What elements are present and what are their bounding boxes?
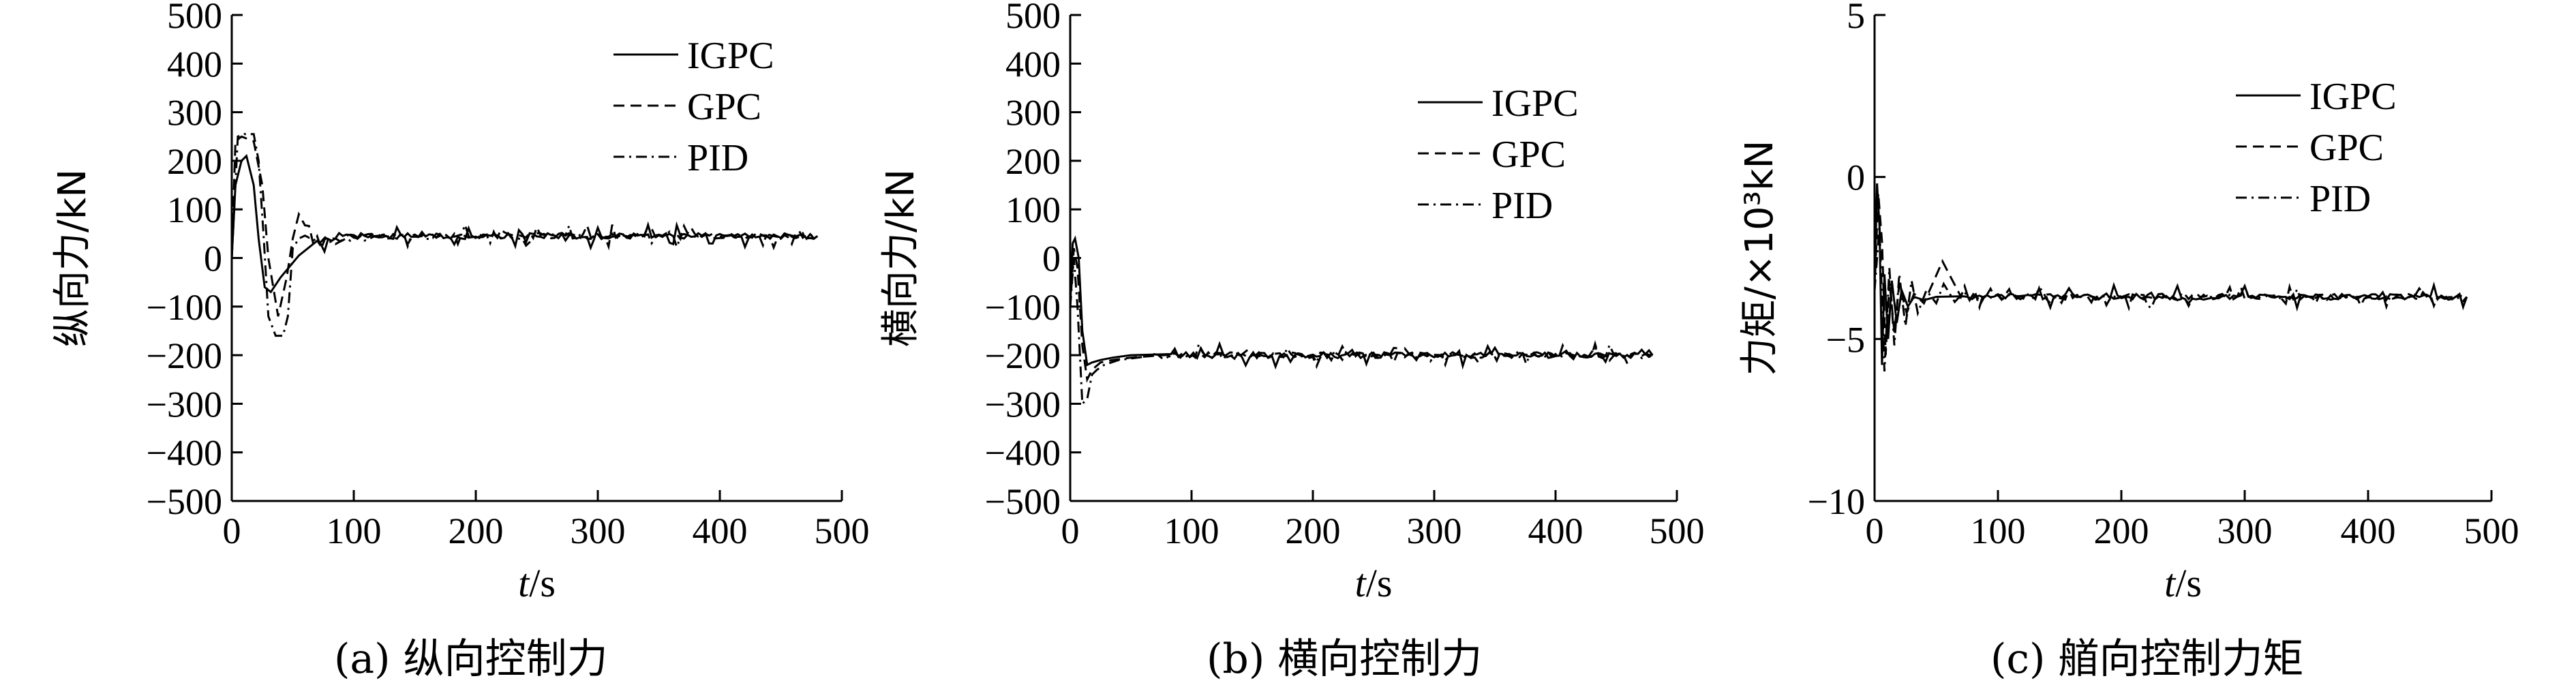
x-tick-label: 200: [1286, 511, 1341, 551]
y-tick-label: 500: [1005, 0, 1061, 36]
x-tick-label: 300: [2217, 511, 2273, 551]
y-tick-label: −300: [985, 384, 1061, 425]
y-tick-label: −100: [147, 287, 222, 328]
caption-panel-a: (a) 纵向控制力: [334, 635, 608, 683]
caption-panel-b: (b) 横向控制力: [1207, 635, 1483, 683]
legend-label-gpc: GPC: [687, 86, 761, 128]
series-line-gpc: [230, 135, 819, 317]
y-tick-label: −400: [147, 433, 222, 474]
x-tick-label: 500: [815, 511, 870, 551]
y-tick-label: 0: [1042, 239, 1061, 279]
legend-label-pid: PID: [2309, 178, 2371, 220]
y-tick-label: 100: [167, 189, 222, 230]
y-tick-label: 100: [1005, 189, 1061, 230]
y-tick-label: 300: [167, 93, 222, 134]
legend-label-igpc: IGPC: [1491, 82, 1579, 125]
legend-label-gpc: GPC: [1491, 134, 1566, 176]
series-line-gpc: [1873, 193, 2468, 356]
series-line-pid: [1873, 225, 2468, 371]
x-axis-label: t/s: [1355, 561, 1393, 605]
y-tick-label: −200: [147, 335, 222, 376]
chart-panel-c: 0 100 200 300 400 500 −10 −5 0 5 t/s 力矩/×10³kN IGPC G…: [1738, 0, 2519, 605]
x-tick-label: 400: [1528, 511, 1584, 551]
y-axis-label: 力矩/×10³kN: [1738, 140, 1782, 376]
series-line-pid: [230, 133, 819, 337]
y-tick-label: 0: [1847, 157, 1865, 198]
chart-panel-b: 0 100 200 300 400 500 −500 −400 −300 −200 −100 0 100…: [879, 0, 1705, 605]
y-tick-label: −500: [147, 481, 222, 522]
legend-label-igpc: IGPC: [2309, 76, 2397, 118]
legend-label-pid: PID: [687, 137, 748, 179]
y-axis-label: 纵向力/kN: [50, 169, 95, 347]
legend-label-pid: PID: [1491, 185, 1553, 227]
y-tick-label: 200: [1005, 141, 1061, 182]
x-tick-label: 0: [1061, 511, 1080, 551]
x-tick-label: 500: [1650, 511, 1705, 551]
x-tick-label: 400: [2341, 511, 2396, 551]
x-tick-label: 400: [693, 511, 748, 551]
x-tick-label: 100: [1164, 511, 1219, 551]
y-tick-label: 0: [204, 239, 222, 279]
series-line-igpc: [1873, 183, 2468, 365]
y-tick-label: −200: [985, 335, 1061, 376]
series-line-pid: [1069, 258, 1653, 406]
y-tick-label: −300: [147, 384, 222, 425]
y-tick-label: −400: [985, 433, 1061, 474]
caption-panel-c: (c) 艏向控制力矩: [1990, 635, 2304, 683]
y-tick-label: 200: [167, 141, 222, 182]
x-tick-label: 200: [449, 511, 504, 551]
legend-label-gpc: GPC: [2309, 127, 2384, 169]
x-tick-label: 0: [223, 511, 241, 551]
y-tick-label: 5: [1847, 0, 1865, 36]
x-tick-label: 100: [327, 511, 382, 551]
x-axis-label: t/s: [2164, 561, 2202, 605]
x-tick-label: 200: [2094, 511, 2149, 551]
x-tick-label: 300: [571, 511, 626, 551]
x-tick-label: 500: [2464, 511, 2519, 551]
series-line-gpc: [1069, 247, 1654, 383]
y-tick-label: 300: [1005, 93, 1061, 134]
y-tick-label: 500: [167, 0, 222, 36]
chart-panel-a: 0 100 200 300 400 500 −500 −400 −300 −200 −100 0 100…: [50, 0, 870, 605]
legend-label-igpc: IGPC: [687, 35, 774, 77]
y-tick-label: 400: [167, 44, 222, 85]
x-tick-label: 100: [1971, 511, 2026, 551]
y-tick-label: −100: [985, 287, 1061, 328]
y-tick-label: 400: [1005, 44, 1061, 85]
y-axis-label: 横向力/kN: [879, 169, 923, 347]
y-tick-label: −10: [1808, 481, 1865, 522]
series-line-igpc: [1069, 235, 1654, 370]
x-tick-label: 0: [1866, 511, 1884, 551]
x-axis-label: t/s: [518, 561, 556, 605]
x-tick-label: 300: [1407, 511, 1462, 551]
y-tick-label: −500: [985, 481, 1061, 522]
y-tick-label: −5: [1826, 319, 1865, 360]
